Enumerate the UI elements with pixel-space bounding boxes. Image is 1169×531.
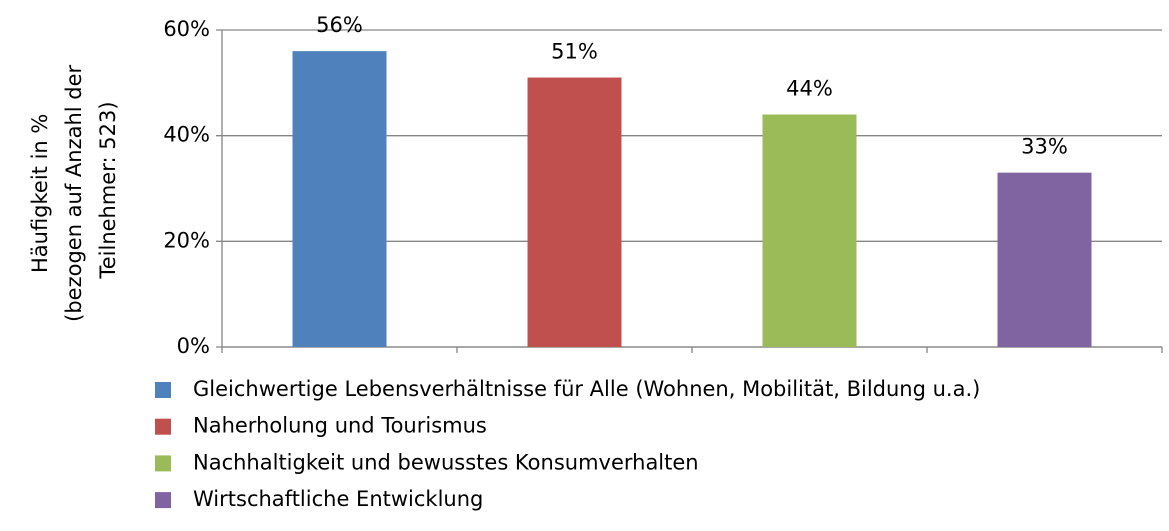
bar bbox=[527, 77, 622, 348]
y-axis-label-line: Häufigkeit in % bbox=[28, 114, 52, 273]
y-tick-label: 20% bbox=[163, 228, 210, 252]
y-axis-label-line: Teilnehmer: 523) bbox=[96, 101, 120, 279]
bar bbox=[762, 114, 857, 348]
legend-label: Nachhaltigkeit und bewusstes Konsumverha… bbox=[193, 450, 699, 474]
value-label: 33% bbox=[1021, 135, 1068, 159]
value-label: 51% bbox=[551, 40, 598, 64]
y-tick-label: 0% bbox=[177, 334, 210, 358]
legend-label: Gleichwertige Lebensverhältnisse für All… bbox=[193, 377, 980, 401]
legend-swatch bbox=[155, 382, 171, 398]
value-label: 44% bbox=[786, 77, 833, 101]
y-tick-label: 60% bbox=[163, 17, 210, 41]
y-tick-label: 40% bbox=[163, 123, 210, 147]
bar bbox=[997, 172, 1092, 347]
y-axis-label: Häufigkeit in % (bezogen auf Anzahl der … bbox=[28, 58, 120, 322]
legend-label: Naherholung und Tourismus bbox=[193, 414, 487, 438]
legend-swatch bbox=[155, 418, 171, 435]
bar bbox=[292, 51, 387, 348]
legend-label: Wirtschaftliche Entwicklung bbox=[193, 487, 483, 511]
legend-swatch bbox=[155, 492, 171, 509]
y-axis-label-line: (bezogen auf Anzahl der bbox=[62, 64, 86, 321]
value-label: 56% bbox=[316, 13, 363, 37]
legend-swatch bbox=[155, 455, 171, 472]
